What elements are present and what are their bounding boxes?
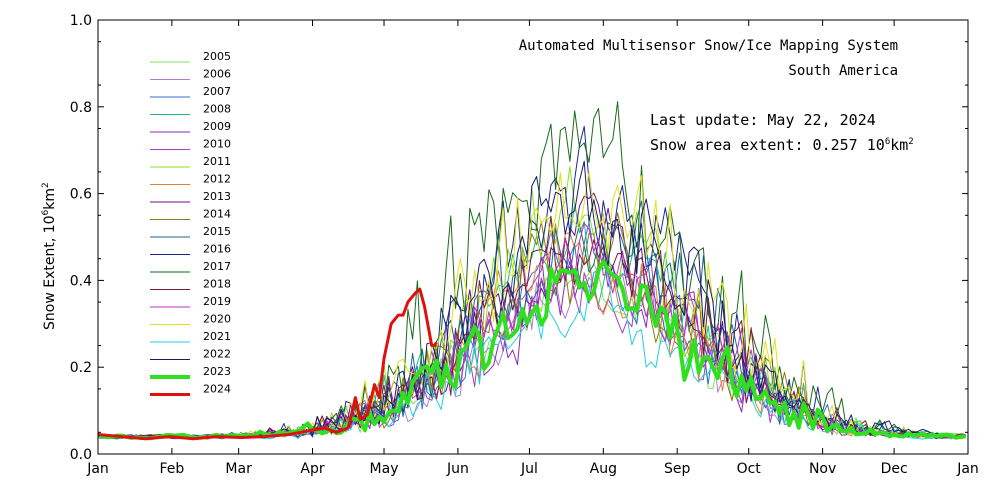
y-axis: 0.0 0.2 0.4 0.6 0.8 1.0 [70,13,968,463]
legend-label-2005: 2005 [203,50,231,63]
legend-label-2020: 2020 [203,313,231,326]
extent-unit-sup: 2 [908,137,913,147]
series-line-2024 [97,287,438,441]
legend-label-2015: 2015 [203,225,231,238]
plot-frame [97,19,969,455]
legend-label-2022: 2022 [203,348,231,361]
last-update-text: Last update: May 22, 2024 [650,111,876,129]
chart-subtitle: South America [788,63,898,79]
x-tick-label: Oct [737,461,762,477]
legend-label-2023: 2023 [203,365,231,378]
x-tick-label: Jan [86,461,109,477]
ylabel-sup: 6 [41,209,51,215]
legend-label-2019: 2019 [203,295,231,308]
x-tick-label: Sep [664,461,691,477]
legend-label-2008: 2008 [203,103,231,116]
legend-label-2016: 2016 [203,243,231,256]
y-tick-label: 1.0 [70,13,92,29]
x-tick-label: Nov [809,461,836,477]
chart-title: Automated Multisensor Snow/Ice Mapping S… [519,38,898,54]
series-line-2010 [97,247,966,440]
y-tick-label: 0.6 [70,187,92,203]
x-axis: Jan Feb Mar Apr May Jun Jul Aug Sep Oct Nov Dec Jan [86,20,979,477]
y-tick-label: 0.0 [70,447,92,463]
y-axis-label: Snow Extent, 106km2 [41,182,58,330]
y-tick-label: 0.2 [70,360,92,376]
legend-label-2009: 2009 [203,120,231,133]
legend-label-2006: 2006 [203,68,231,81]
legend-label-2014: 2014 [203,208,231,221]
extent-text: Snow area extent: 0.257 10 [650,136,885,154]
y-tick-label: 0.8 [70,100,92,116]
y-tick-label: 0.4 [70,273,92,289]
x-tick-label: Dec [881,461,908,477]
x-tick-label: May [370,461,399,477]
legend-label-2021: 2021 [203,330,231,343]
ylabel-unit-sup: 2 [41,182,51,188]
ylabel-text: Snow Extent, 10 [42,215,58,330]
x-tick-label: Jan [956,461,979,477]
legend-label-2011: 2011 [203,155,231,168]
plot-area [97,101,966,441]
legend-label-2007: 2007 [203,85,231,98]
legend-label-2010: 2010 [203,138,231,151]
x-tick-label: Apr [300,461,324,477]
x-tick-label: Feb [159,461,184,477]
x-tick-label: Mar [225,461,252,477]
legend-label-2024: 2024 [203,383,231,396]
x-tick-label: Jun [446,461,469,477]
ylabel-unit: km [42,188,58,210]
legend-label-2017: 2017 [203,260,231,273]
legend-label-2013: 2013 [203,190,231,203]
legend-label-2012: 2012 [203,173,231,186]
x-tick-label: Jul [520,461,538,477]
x-tick-label: Aug [590,461,617,477]
legend-label-2018: 2018 [203,278,231,291]
extent-unit: km [890,136,908,154]
extent-sup: 6 [885,137,890,147]
legend: 2005 2006 2007 2008 2009 2010 2011 2012 2013 2014… [150,50,231,396]
snow-extent-info: Snow area extent: 0.257 106km2 [650,136,914,154]
